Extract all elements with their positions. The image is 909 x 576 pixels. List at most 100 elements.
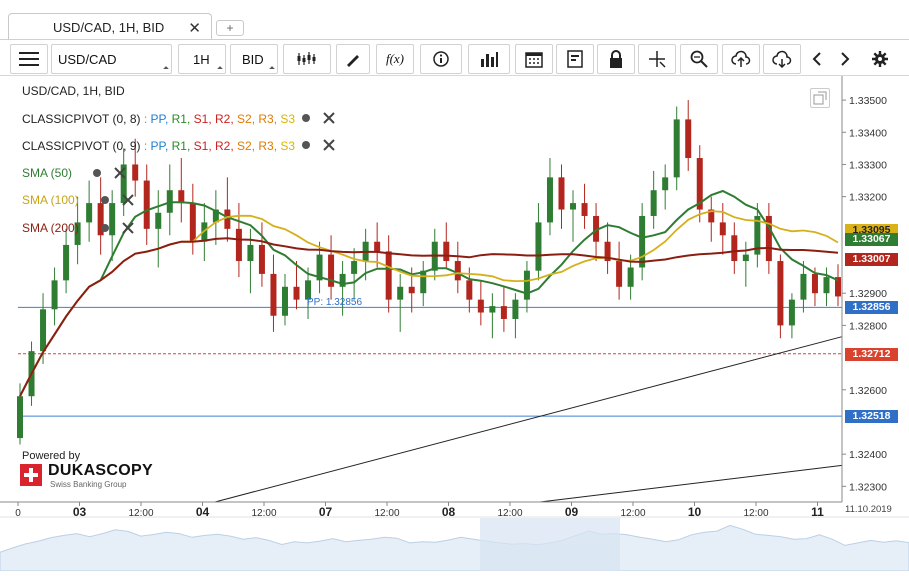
candle-body: [650, 190, 657, 216]
current-date-label: 11.10.2019: [845, 504, 892, 515]
volume-button[interactable]: [468, 44, 510, 74]
draw-tool-button[interactable]: [336, 44, 370, 74]
close-tab-icon[interactable]: ✕: [188, 20, 201, 37]
candle-body: [546, 177, 553, 223]
sma-200-legend[interactable]: SMA (200): [22, 221, 79, 235]
settings-button[interactable]: [866, 44, 894, 74]
price-badge: 1.32712: [845, 347, 898, 361]
close-icon: [323, 139, 335, 151]
candle-body: [662, 177, 669, 191]
candle-body: [673, 119, 680, 178]
candle-body: [500, 306, 507, 319]
candle-body: [443, 241, 450, 262]
info-icon: [433, 51, 449, 67]
scroll-left-button[interactable]: [804, 44, 830, 74]
price-badge: 1.33007: [845, 252, 898, 266]
chart-type-button[interactable]: [283, 44, 331, 74]
navigator-panel[interactable]: [0, 516, 909, 571]
calendar-button[interactable]: [515, 44, 553, 74]
maximize-icon: [813, 91, 827, 105]
gear-icon: [302, 114, 311, 122]
candle-body: [788, 299, 795, 326]
gear-icon: [872, 51, 888, 67]
candle-body: [777, 261, 784, 326]
candle-body: [339, 273, 346, 287]
swiss-cross-logo: [20, 464, 42, 486]
sma-50-controls[interactable]: [90, 166, 130, 180]
brand-name: DUKASCOPY: [48, 462, 153, 479]
crosshair-button[interactable]: [638, 44, 676, 74]
powered-by-text: Powered by: [22, 450, 81, 462]
close-icon: [114, 167, 126, 179]
navigator-window[interactable]: [480, 518, 620, 571]
tab-bar: USD/CAD, 1H, BID ✕ +: [0, 0, 909, 42]
maximize-button[interactable]: [810, 88, 830, 108]
pivot-level-r1: R1,: [171, 112, 194, 126]
upload-button[interactable]: [722, 44, 760, 74]
download-button[interactable]: [763, 44, 801, 74]
info-button[interactable]: [420, 44, 462, 74]
candle-body: [143, 180, 150, 229]
candle-body: [270, 273, 277, 316]
pivot-level-s2: S2,: [237, 112, 259, 126]
x-tick-label: 08: [442, 505, 456, 519]
candle-body: [351, 261, 358, 274]
indicators-button[interactable]: f(x): [376, 44, 414, 74]
lock-button[interactable]: [597, 44, 635, 74]
classicpivot-legend-1[interactable]: CLASSICPIVOT (0, 8) : PP, R1, S1, R2, S2…: [22, 111, 339, 126]
sma-200-controls[interactable]: [98, 221, 138, 235]
sma-100-legend[interactable]: SMA (100): [22, 193, 79, 207]
scroll-right-button[interactable]: [832, 44, 858, 74]
hamburger-icon: [19, 52, 39, 66]
sma-200-label: SMA (200): [22, 221, 79, 235]
side-select[interactable]: BID: [230, 44, 278, 74]
chart-tab[interactable]: USD/CAD, 1H, BID ✕: [8, 13, 212, 40]
chart-area[interactable]: 1.33500 1.33400 1.33300 1.33200 1.32900 1.328…: [0, 76, 909, 571]
y-tick-label: 1.33500: [849, 95, 887, 107]
classicpivot-legend-2[interactable]: CLASSICPIVOT (0, 9) : PP, R1, S1, R2, S2…: [22, 138, 339, 153]
template-button[interactable]: [556, 44, 594, 74]
y-tick-label: 1.32400: [849, 449, 887, 461]
candle-body: [305, 280, 312, 300]
candle-body: [558, 177, 565, 210]
y-tick-label: 1.32300: [849, 481, 887, 493]
pivot-level-pp: PP,: [150, 139, 172, 153]
add-tab-button[interactable]: +: [216, 20, 244, 36]
candlestick-icon: [297, 52, 316, 65]
candle-body: [397, 286, 404, 300]
candle-body: [616, 261, 623, 287]
price-chart[interactable]: 1.335001.334001.333001.332001.329001.328…: [0, 76, 909, 571]
brand-subtitle: Swiss Banking Group: [50, 480, 127, 489]
candle-body: [247, 244, 254, 262]
candle-body: [224, 209, 231, 229]
symbol-select[interactable]: USD/CAD: [51, 44, 172, 74]
candle-body: [823, 277, 830, 294]
sma-50-label: SMA (50): [22, 166, 73, 180]
x-tick-label: 07: [319, 505, 333, 519]
close-icon: [122, 194, 134, 206]
sma-100-controls[interactable]: [98, 193, 138, 207]
sma-50-legend[interactable]: SMA (50): [22, 166, 72, 180]
price-badge: 1.32518: [845, 410, 898, 424]
pivot-level-s1: S1,: [193, 112, 216, 126]
candle-body: [374, 241, 381, 252]
candle-body: [593, 215, 600, 242]
lock-icon: [610, 50, 622, 68]
zoom-button[interactable]: [680, 44, 718, 74]
candle-body: [523, 270, 530, 300]
pivot-level-r1: R1,: [171, 139, 194, 153]
y-tick-label: 1.32600: [849, 385, 887, 397]
candle-body: [604, 241, 611, 262]
pivot-level-r3: R3,: [258, 139, 281, 153]
candle-body: [719, 222, 726, 236]
menu-button[interactable]: [10, 44, 48, 74]
x-tick-label: 12:00: [497, 508, 522, 519]
bar-chart-icon: [481, 52, 498, 67]
candle-body: [835, 277, 841, 297]
candle-body: [581, 203, 588, 216]
period-select[interactable]: 1H: [178, 44, 226, 74]
y-tick-label: 1.32900: [849, 288, 887, 300]
x-tick-label: 12:00: [128, 508, 153, 519]
trendline-2: [539, 464, 843, 503]
x-tick-label: 09: [565, 505, 579, 519]
